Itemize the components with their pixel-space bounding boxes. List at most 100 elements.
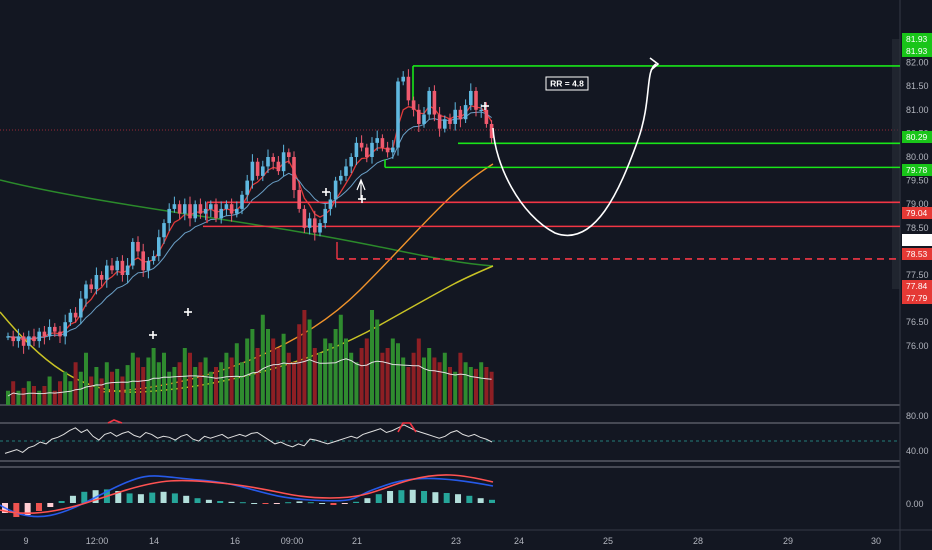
volume-bar bbox=[6, 390, 10, 405]
volume-bar bbox=[198, 362, 203, 405]
macd-histogram-bar bbox=[341, 503, 348, 504]
volume-bar bbox=[468, 367, 473, 405]
volume-bar bbox=[94, 367, 99, 405]
candle-body bbox=[375, 138, 379, 143]
macd-histogram-bar bbox=[126, 493, 133, 503]
volume-bar bbox=[130, 352, 135, 405]
time-tick-label: 25 bbox=[603, 536, 613, 546]
macd-histogram-bar bbox=[24, 503, 31, 515]
candle-body bbox=[172, 204, 177, 209]
time-tick-label: 28 bbox=[693, 536, 703, 546]
macd-histogram-bar bbox=[387, 491, 394, 503]
macd-pane bbox=[0, 474, 495, 518]
volume-bar bbox=[37, 390, 42, 405]
candle-body bbox=[250, 161, 255, 181]
candle-body bbox=[53, 326, 57, 332]
volume-bar bbox=[219, 362, 224, 405]
macd-histogram-bar bbox=[477, 498, 484, 503]
macd-histogram-bar bbox=[81, 491, 88, 503]
rr-label-text: RR = 4.8 bbox=[550, 79, 584, 89]
macd-histogram-bar bbox=[137, 494, 144, 503]
ema-mid-line bbox=[7, 111, 492, 340]
candle-body bbox=[365, 147, 369, 157]
candle-body bbox=[115, 260, 119, 271]
volume-bar bbox=[245, 338, 250, 405]
candle-body bbox=[406, 76, 411, 101]
candle-body bbox=[198, 204, 203, 214]
price-tag bbox=[902, 33, 932, 45]
candle-body bbox=[349, 157, 353, 167]
candle-body bbox=[302, 208, 307, 228]
candle-body bbox=[120, 260, 125, 275]
macd-histogram-bar bbox=[160, 491, 167, 503]
volume-bar bbox=[302, 310, 307, 405]
volume-bar bbox=[401, 357, 406, 405]
candle-body bbox=[359, 142, 364, 148]
candle-body bbox=[318, 223, 322, 233]
volume-bar bbox=[318, 352, 322, 405]
volume-bar bbox=[84, 352, 88, 405]
candle-body bbox=[266, 157, 270, 167]
projection-drawing[interactable] bbox=[492, 57, 660, 237]
candle-body bbox=[110, 265, 114, 271]
range-shade bbox=[892, 39, 900, 289]
volume-average-line bbox=[7, 358, 492, 397]
candle-body bbox=[417, 109, 421, 124]
volume-bar bbox=[385, 348, 390, 405]
volume-bar bbox=[276, 348, 281, 405]
volume-bar bbox=[250, 329, 255, 405]
volume-bar bbox=[489, 371, 494, 405]
time-axis[interactable]: 9 12:00 14 16 09:00 21 23 24 25 28 29 30 bbox=[23, 536, 881, 546]
candle-body bbox=[479, 109, 483, 111]
macd-histogram-bar bbox=[35, 503, 42, 511]
candle-body bbox=[401, 76, 405, 82]
rr-label-box bbox=[545, 76, 589, 91]
candle-body bbox=[162, 223, 166, 238]
candle-body bbox=[177, 204, 182, 214]
price-tick-label: 79.00 bbox=[906, 199, 929, 209]
candle-body bbox=[463, 105, 468, 120]
volume-bar bbox=[42, 386, 47, 405]
candle-body bbox=[427, 90, 431, 115]
candle-body bbox=[255, 161, 260, 176]
volume-bar bbox=[375, 319, 380, 405]
volume-bar bbox=[47, 376, 52, 405]
macd-histogram-bar bbox=[217, 501, 224, 503]
price-tag bbox=[902, 164, 932, 176]
macd-histogram-bar bbox=[183, 495, 190, 503]
rr-label[interactable]: RR = 4.8 bbox=[545, 76, 589, 91]
price-tag bbox=[902, 292, 932, 304]
macd-histogram-bar bbox=[262, 503, 269, 504]
volume-bar bbox=[234, 343, 239, 405]
candle-body bbox=[136, 241, 140, 252]
volume-bar bbox=[453, 371, 458, 405]
volume-bar bbox=[281, 333, 286, 405]
volume-bar bbox=[354, 362, 359, 405]
volume-bar bbox=[63, 371, 68, 405]
macd-histogram-bar bbox=[194, 498, 201, 503]
volume-bar bbox=[260, 314, 265, 405]
time-tick-label: 30 bbox=[871, 536, 881, 546]
price-tick-label: 81.50 bbox=[906, 81, 929, 91]
volume-bar bbox=[396, 343, 400, 405]
volume-bar bbox=[422, 357, 426, 405]
price-tag-label: 77.79 bbox=[906, 293, 928, 303]
volume-bar bbox=[484, 367, 489, 405]
volume-bar bbox=[307, 319, 312, 405]
candle-body bbox=[245, 180, 249, 195]
candle-body bbox=[125, 265, 130, 275]
volume-bar bbox=[208, 371, 213, 405]
rsi-overbought-mark bbox=[107, 419, 123, 424]
candle-body bbox=[141, 251, 145, 271]
price-axis[interactable]: 82.5082.0081.5081.0080.5080.0079.5079.00… bbox=[902, 33, 932, 509]
volume-bar bbox=[474, 368, 478, 405]
candle-body bbox=[146, 260, 151, 271]
price-tick-label: 78.50 bbox=[906, 223, 929, 233]
volume-bar bbox=[463, 362, 468, 405]
candle-body bbox=[151, 256, 156, 261]
projection-arrowhead bbox=[649, 57, 660, 71]
macd-tick-label: 0.00 bbox=[906, 499, 924, 509]
volume-bar bbox=[286, 352, 291, 405]
